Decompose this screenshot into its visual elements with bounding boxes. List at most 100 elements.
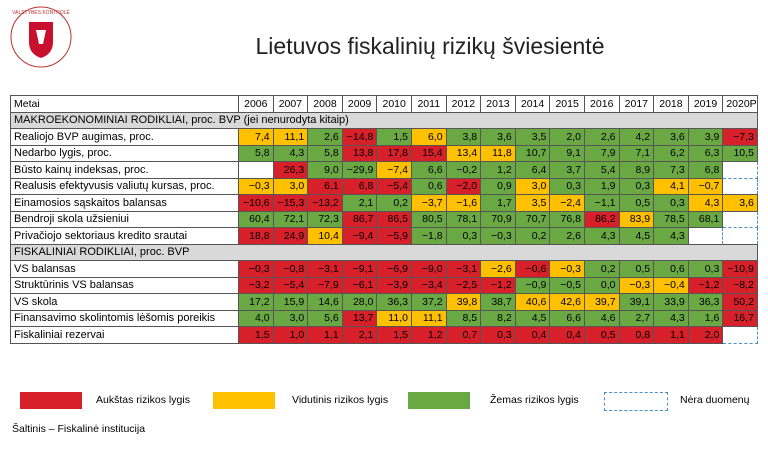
risk-cell: −0,8 [272, 260, 309, 278]
legend-label: Žemas rizikos lygis [490, 394, 579, 406]
risk-cell: 38,7 [480, 293, 516, 311]
section-title: MAKROEKONOMINIAI RODIKLIAI, proc. BVP (j… [10, 111, 758, 129]
legend-swatch [604, 392, 668, 411]
risk-cell [687, 227, 724, 245]
risk-cell: 42,6 [549, 293, 585, 311]
data-row: Einamosios sąskaitos balansas −10,6 −15,3−… [10, 194, 758, 212]
risk-cell: 3,6 [480, 128, 516, 146]
risk-cell: 1,5 [376, 128, 412, 146]
risk-cell: 8,2 [480, 309, 516, 327]
risk-cell: 68,1 [687, 210, 724, 228]
risk-cell: 7,9 [583, 144, 620, 162]
risk-cell: 4,1 [653, 177, 689, 195]
risk-cell: 40,6 [514, 293, 551, 311]
column-header: 2015 [549, 95, 585, 113]
risk-cell: −0,9 [514, 276, 551, 294]
risk-cell: 72,3 [307, 210, 343, 228]
legend-label: Nėra duomenų [680, 394, 750, 406]
risk-cell: −3,4 [410, 276, 447, 294]
data-row: Finansavimo skolintomis lėšomis poreikis… [10, 309, 758, 327]
risk-cell: 0,9 [480, 177, 516, 195]
risk-cell: 39,1 [618, 293, 655, 311]
column-header: 2020P [722, 95, 758, 113]
risk-cell: 5,6 [307, 309, 343, 327]
risk-cell: 0,0 [583, 276, 620, 294]
risk-cell: 70,9 [480, 210, 516, 228]
risk-cell: 16,7 [722, 309, 758, 327]
risk-cell: 80,5 [410, 210, 447, 228]
row-label: Fiskaliniai rezervai [10, 326, 239, 344]
risk-cell: 0,6 [410, 177, 447, 195]
risk-cell: 4,3 [653, 227, 689, 245]
risk-cell: 1,9 [583, 177, 620, 195]
risk-cell: −9,0 [410, 260, 447, 278]
risk-cell: −3,1 [307, 260, 343, 278]
risk-cell: 0,3 [445, 227, 482, 245]
risk-cell: 72,1 [272, 210, 309, 228]
risk-cell: 39,7 [583, 293, 620, 311]
risk-cell [722, 227, 758, 245]
risk-cell: 18,8 [238, 227, 274, 245]
risk-cell: 83,9 [618, 210, 655, 228]
risk-cell: −1,2 [687, 276, 724, 294]
row-label: Realusis efektyvusis valiutų kursas, pro… [10, 177, 239, 195]
risk-cell: 60,4 [238, 210, 274, 228]
risk-cell: 4,3 [653, 309, 689, 327]
risk-cell [722, 177, 758, 195]
risk-cell: 6,1 [307, 177, 343, 195]
risk-cell: −0,3 [238, 260, 274, 278]
risk-cell: 3,7 [549, 161, 585, 179]
risk-cell: 11,8 [480, 144, 516, 162]
risk-cell: −5,4 [272, 276, 309, 294]
risk-cell: −2,0 [445, 177, 482, 195]
risk-cell: 6,6 [549, 309, 585, 327]
column-header: 2011 [410, 95, 447, 113]
risk-cell: 6,8 [687, 161, 724, 179]
risk-cell: 1,5 [238, 326, 274, 344]
risk-cell: −10,9 [722, 260, 758, 278]
risk-cell: 5,8 [238, 144, 274, 162]
row-label: Būsto kainų indeksas, proc. [10, 161, 239, 179]
risk-cell: −5,9 [376, 227, 412, 245]
title: Lietuvos fiskalinių rizikų šviesientė [255, 33, 605, 59]
risk-cell: 0,3 [618, 177, 655, 195]
risk-cell: 5,8 [307, 144, 343, 162]
risk-cell: 0,7 [445, 326, 482, 344]
risk-cell: −2,4 [549, 194, 585, 212]
row-label: VS balansas [10, 260, 239, 278]
risk-cell: 6,3 [687, 144, 724, 162]
risk-cell: 13,4 [445, 144, 482, 162]
risk-cell: 9,0 [307, 161, 343, 179]
logo-ring [10, 6, 72, 68]
risk-cell: −2,5 [445, 276, 482, 294]
risk-cell: −9,1 [341, 260, 378, 278]
risk-cell: 4,5 [618, 227, 655, 245]
risk-cell: 0,5 [618, 260, 655, 278]
column-header: 2013 [480, 95, 516, 113]
risk-cell: 3,8 [445, 128, 482, 146]
risk-cell: −7,4 [376, 161, 412, 179]
risk-cell: 1,5 [376, 326, 412, 344]
risk-cell: 2,1 [341, 194, 378, 212]
data-row: Būsto kainų indeksas, proc. 26,3 9,0 −29,9−… [10, 161, 758, 179]
data-row: Fiskaliniai rezervai 1,5 1,0 1,1 2,1 1,5 1,2 0,… [10, 326, 758, 344]
risk-cell: 7,3 [653, 161, 689, 179]
risk-cell: −0,3 [480, 227, 516, 245]
risk-cell: 11,0 [376, 309, 412, 327]
risk-cell: 7,1 [618, 144, 655, 162]
risk-cell: 4,2 [618, 128, 655, 146]
column-header: 2014 [514, 95, 551, 113]
column-header: 2017 [618, 95, 655, 113]
risk-cell [722, 161, 758, 179]
legend-swatch [213, 392, 275, 409]
data-row: Bendroji skola užsieniui 60,4 72,1 72,3 86,7… [10, 210, 758, 228]
data-row: Struktūrinis VS balansas −3,2 −5,4 −7,9 −6,1… [10, 276, 758, 294]
risk-cell: 1,7 [480, 194, 516, 212]
risk-cell: 2,6 [583, 128, 620, 146]
risk-cell: −0,5 [549, 276, 585, 294]
legend-swatch [408, 392, 470, 409]
risk-cell: 78,5 [653, 210, 689, 228]
row-label: Struktūrinis VS balansas [10, 276, 239, 294]
legend-label: Aukštas rizikos lygis [96, 394, 190, 406]
data-row: Realiojo BVP augimas, proc. 7,4 11,1 2,6 −14… [10, 128, 758, 146]
